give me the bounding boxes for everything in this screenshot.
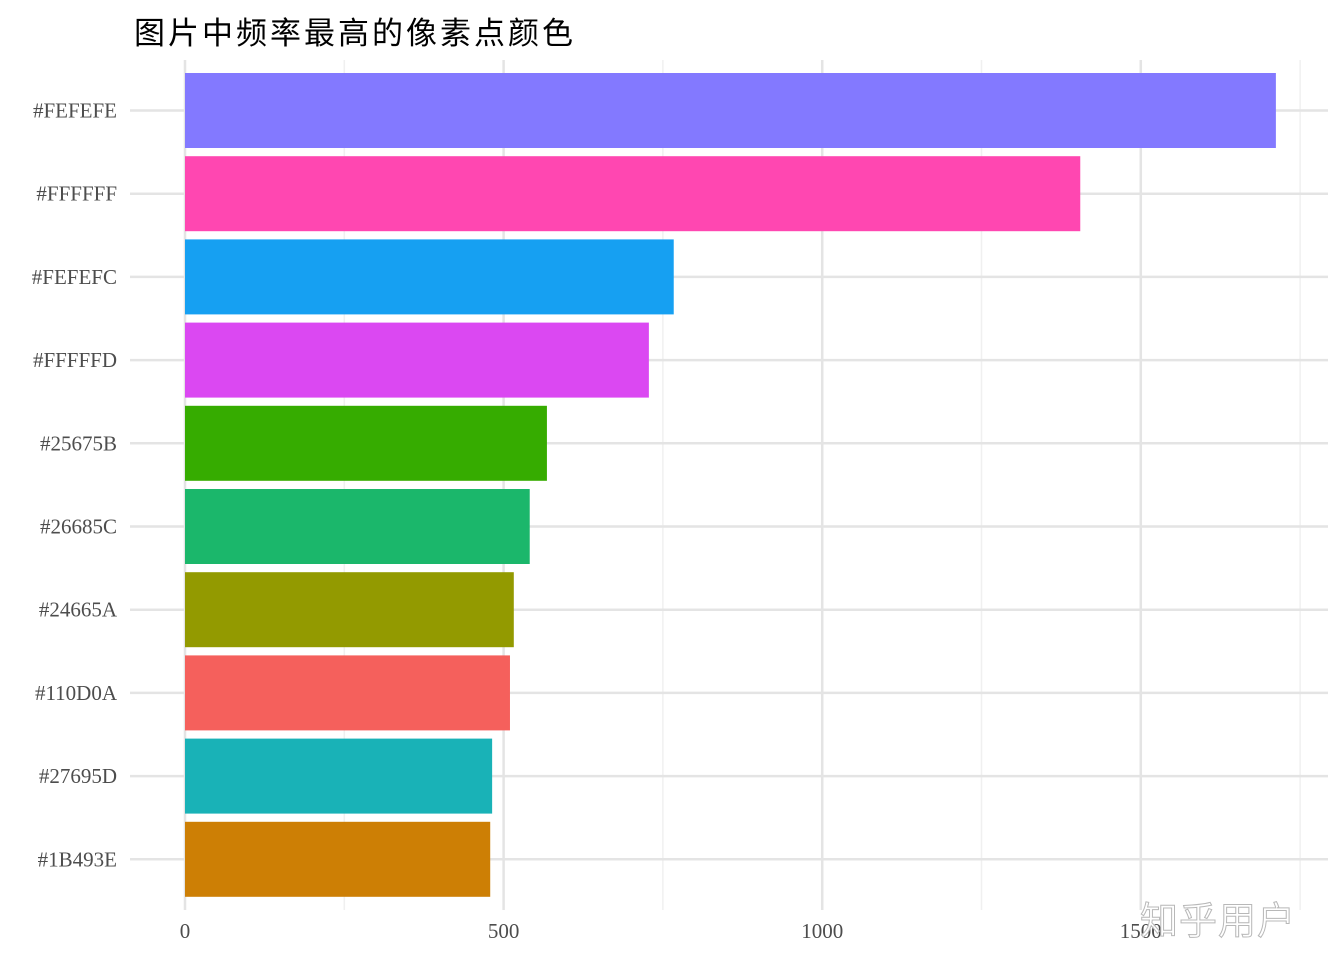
y-tick-label: #1B493E bbox=[38, 847, 117, 871]
bar-24665a bbox=[185, 572, 514, 648]
x-tick-label: 1500 bbox=[1120, 919, 1162, 943]
y-tick-label: #FEFEFE bbox=[33, 99, 117, 123]
x-tick-label: 0 bbox=[180, 919, 191, 943]
x-tick-label: 500 bbox=[488, 919, 520, 943]
y-tick-label: #110D0A bbox=[35, 681, 118, 705]
bar-110d0a bbox=[185, 655, 510, 731]
y-tick-label: #FFFFFD bbox=[33, 348, 117, 372]
y-tick-label: #FFFFFF bbox=[36, 182, 117, 206]
y-tick-labels: #FEFEFE #FFFFFF #FEFEFC #FFFFFD #25675B #2668… bbox=[32, 99, 118, 872]
y-tick-label: #25675B bbox=[40, 431, 117, 455]
x-tick-label: 1000 bbox=[801, 919, 843, 943]
chart-title: 图片中频率最高的像素点颜色 bbox=[134, 16, 576, 52]
bar-ffffff bbox=[185, 156, 1081, 232]
y-tick-label: #27695D bbox=[39, 764, 117, 788]
y-tick-label: #FEFEFC bbox=[32, 265, 117, 289]
bars bbox=[185, 73, 1276, 897]
bar-1b493e bbox=[185, 821, 491, 897]
x-tick-labels: 0 500 1000 1500 bbox=[180, 919, 1162, 943]
y-tick-label: #24665A bbox=[39, 598, 118, 622]
y-tick-label: #26685C bbox=[40, 515, 117, 539]
bar-fefefc bbox=[185, 239, 674, 315]
bar-26685c bbox=[185, 489, 530, 564]
bar-25675b bbox=[185, 405, 547, 481]
bar-fffffd bbox=[185, 322, 649, 398]
watermark-text: 知乎用户 bbox=[1139, 899, 1297, 944]
bar-fefefe bbox=[185, 73, 1276, 148]
bar-27695d bbox=[185, 738, 493, 814]
